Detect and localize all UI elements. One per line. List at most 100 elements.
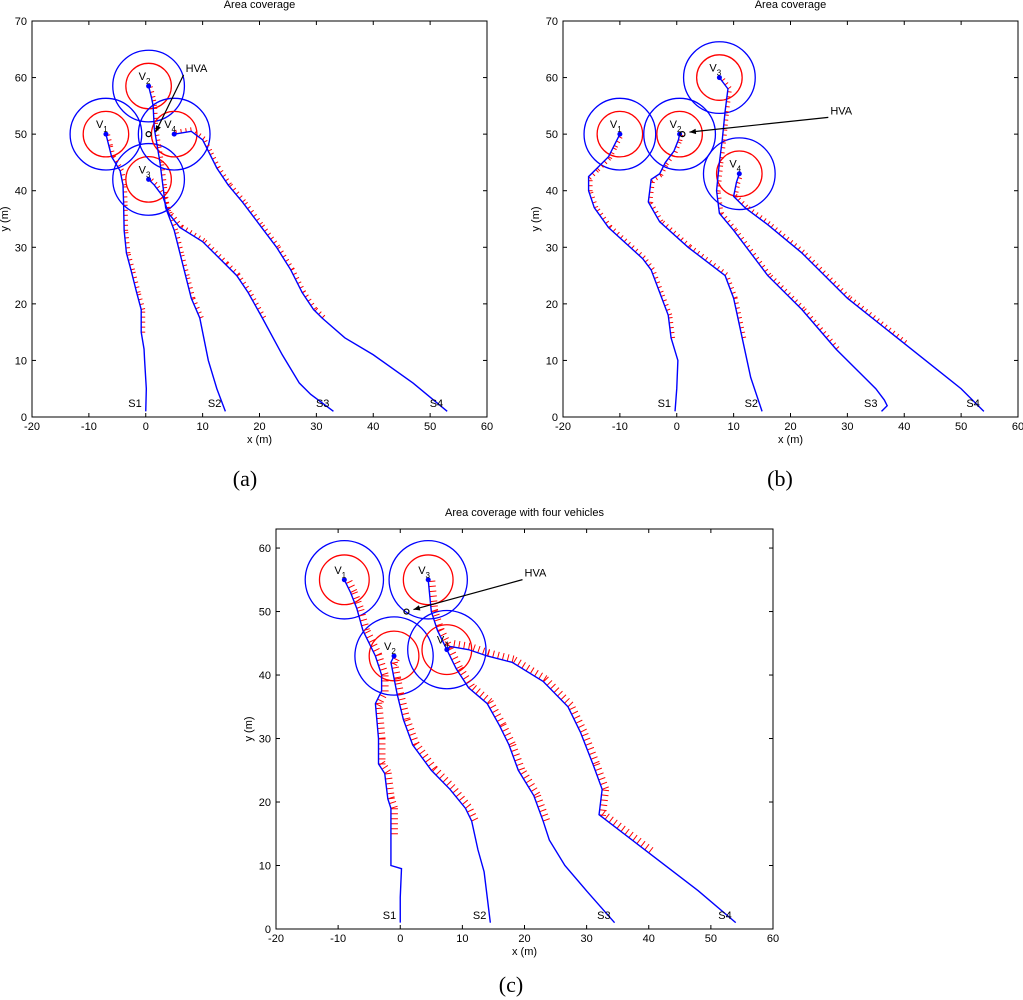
heading-mark [455, 665, 463, 670]
heading-mark [430, 600, 438, 603]
heading-mark [601, 794, 609, 797]
sensor-range-outer [388, 540, 468, 620]
vehicle-label-subscript: 3 [146, 170, 151, 179]
heading-mark [516, 762, 524, 767]
vehicle-marker [171, 131, 177, 137]
heading-mark [612, 819, 618, 826]
heading-mark [425, 757, 432, 763]
x-tick-label: 0 [397, 933, 403, 945]
heading-mark [616, 822, 622, 829]
vehicle-label-subscript: 1 [103, 125, 108, 134]
caption-c: (c) [499, 972, 523, 997]
heading-mark [465, 803, 472, 809]
heading-mark [345, 579, 353, 584]
heading-mark [534, 794, 542, 799]
heading-mark [403, 717, 411, 720]
heading-mark [620, 825, 626, 832]
heading-mark [399, 702, 407, 706]
heading-mark [458, 640, 461, 649]
vehicle-label-letter: V [437, 635, 445, 647]
sensor-range-outer [137, 97, 211, 171]
x-tick-label: 0 [143, 421, 149, 433]
heading-mark [364, 630, 371, 634]
x-tick-label: 20 [518, 933, 530, 945]
heading-mark [376, 717, 384, 720]
vehicle-trajectory [647, 134, 763, 412]
y-tick-label: 30 [546, 242, 558, 254]
vehicle-trajectory [587, 133, 679, 412]
y-tick-label: 60 [259, 543, 271, 555]
heading-mark [435, 623, 443, 627]
vehicle-marker [341, 577, 347, 583]
heading-mark [407, 727, 415, 732]
vehicle-label-subscript: 1 [617, 125, 622, 134]
heading-mark [440, 632, 447, 637]
heading-mark [477, 645, 481, 653]
hva-arrow [413, 579, 523, 611]
heading-mark [409, 732, 416, 736]
x-tick-label: -20 [268, 933, 284, 945]
heading-mark [506, 654, 510, 662]
heading-mark [628, 831, 634, 838]
heading-mark [468, 642, 471, 650]
heading-mark [439, 773, 445, 779]
heading-mark [486, 697, 493, 704]
y-tick-label: 20 [15, 299, 27, 311]
heading-mark [397, 692, 405, 695]
sensor-range-inner [402, 554, 454, 606]
start-label: S4 [966, 398, 979, 410]
heading-mark [379, 694, 387, 699]
vehicle-marker [736, 171, 742, 177]
heading-mark [368, 638, 376, 643]
y-tick-label: 0 [265, 924, 271, 936]
x-tick-label: 10 [197, 421, 209, 433]
x-axis-label: x (m) [778, 434, 803, 446]
vehicle-label-letter: V [384, 641, 392, 653]
heading-mark [592, 760, 600, 765]
sensor-range-outer [69, 97, 143, 171]
sensor-range-outer [583, 97, 657, 171]
heading-mark [581, 732, 589, 737]
heading-mark [375, 702, 383, 705]
heading-mark [444, 641, 452, 646]
heading-mark [378, 732, 386, 735]
heading-mark [460, 670, 467, 676]
heading-mark [444, 641, 451, 647]
x-tick-label: 10 [728, 421, 740, 433]
heading-mark [381, 765, 389, 770]
heading-mark [517, 659, 522, 666]
x-tick-label: 30 [581, 933, 593, 945]
vehicle-label: V2 [139, 71, 151, 86]
heading-mark [583, 737, 591, 742]
x-tick-label: 50 [424, 421, 436, 433]
y-tick-label: 60 [15, 73, 27, 85]
start-label: S3 [316, 398, 329, 410]
heading-mark [472, 644, 476, 652]
heading-mark [390, 661, 398, 666]
heading-mark [357, 608, 365, 612]
heading-mark [432, 613, 440, 617]
vehicle-label: V1 [96, 119, 108, 134]
heading-mark [512, 656, 518, 664]
chart-title: Area coverage [755, 0, 827, 11]
heading-mark [378, 737, 386, 740]
x-tick-label: -20 [24, 421, 40, 433]
heading-mark [496, 717, 504, 722]
sensor-range-outer [112, 142, 186, 216]
heading-mark [624, 828, 630, 835]
start-label: S4 [718, 910, 731, 922]
vehicle-label: V2 [384, 641, 396, 656]
heading-mark [434, 618, 442, 622]
x-axis-label: x (m) [512, 946, 537, 958]
sensor-range-outer [702, 137, 776, 211]
heading-mark [571, 710, 579, 715]
y-tick-label: 40 [259, 670, 271, 682]
heading-mark [533, 791, 541, 797]
sensor-range-inner [656, 110, 703, 158]
heading-mark [354, 600, 362, 605]
heading-mark [348, 584, 355, 589]
chart-panel-3: Area coverage with four vehicles -20 -10 0 1… [243, 507, 779, 958]
vehicle-label-subscript: 3 [717, 69, 722, 78]
heading-mark [564, 697, 570, 704]
x-tick-label: 30 [841, 421, 853, 433]
